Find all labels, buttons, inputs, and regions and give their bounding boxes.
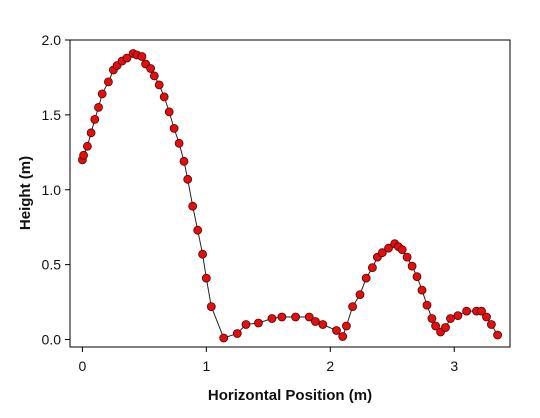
data-point (477, 306, 486, 316)
data-point (417, 285, 427, 295)
data-point (164, 107, 174, 117)
data-point (201, 273, 211, 283)
data-point (146, 64, 156, 73)
data-point (377, 248, 387, 258)
data-point (94, 103, 103, 112)
data-point (219, 333, 229, 343)
data-point (149, 71, 159, 81)
data-points (78, 49, 503, 343)
tick-labels: 0 1 2 3 0.0 0.5 1.0 1.5 2.0 (42, 32, 459, 374)
y-tick-label: 0.5 (42, 257, 62, 273)
data-point (104, 77, 113, 87)
data-point (193, 225, 203, 235)
data-point (361, 273, 371, 283)
data-point (412, 272, 422, 282)
y-tick-label: 1.5 (42, 107, 62, 123)
data-point (232, 329, 242, 338)
data-point (154, 80, 164, 90)
data-point (291, 312, 301, 322)
x-tick-label: 0 (78, 358, 86, 374)
data-point (367, 263, 377, 273)
x-axis-title: Horizontal Position (m) (208, 387, 372, 404)
trajectory-line (81, 52, 499, 339)
data-point (453, 311, 463, 321)
data-point (441, 323, 450, 332)
data-point (486, 320, 496, 329)
data-point (188, 201, 198, 211)
data-point (341, 321, 351, 331)
data-point (267, 314, 277, 323)
x-tick-label: 3 (450, 358, 458, 374)
data-point (183, 174, 193, 184)
data-point (122, 53, 132, 63)
data-point (206, 302, 216, 312)
axis-ticks (65, 39, 455, 352)
data-point (446, 314, 455, 323)
data-point (384, 243, 393, 253)
data-point (79, 150, 88, 160)
data-point (407, 261, 417, 271)
data-point (482, 312, 491, 322)
plot-frame (69, 39, 511, 348)
data-point (174, 138, 184, 148)
data-point (397, 245, 407, 255)
data-point (332, 326, 341, 335)
data-point (402, 252, 412, 262)
x-tick-label: 1 (202, 358, 210, 374)
data-point (159, 92, 169, 102)
y-axis-title: Height (m) (17, 156, 34, 230)
x-tick-label: 2 (326, 358, 334, 374)
y-tick-label: 0.0 (42, 332, 62, 348)
data-point (83, 141, 92, 151)
data-point (310, 317, 320, 326)
data-point (493, 330, 503, 340)
data-point (253, 318, 263, 328)
data-point (348, 302, 358, 312)
data-point (97, 89, 107, 99)
y-tick-label: 1.0 (42, 182, 62, 198)
data-point (169, 123, 179, 133)
data-point (179, 156, 189, 166)
data-point (86, 128, 96, 138)
data-point (304, 312, 314, 322)
data-point (355, 290, 365, 300)
data-point (422, 300, 432, 310)
data-point (241, 320, 251, 329)
data-point (431, 321, 441, 331)
data-point (277, 312, 287, 322)
data-point (318, 320, 328, 329)
data-point (137, 52, 147, 61)
y-tick-label: 2.0 (42, 32, 62, 48)
data-point (198, 249, 208, 259)
data-point (462, 306, 472, 316)
data-point (338, 332, 348, 341)
data-point (90, 115, 100, 124)
data-point (427, 314, 437, 323)
